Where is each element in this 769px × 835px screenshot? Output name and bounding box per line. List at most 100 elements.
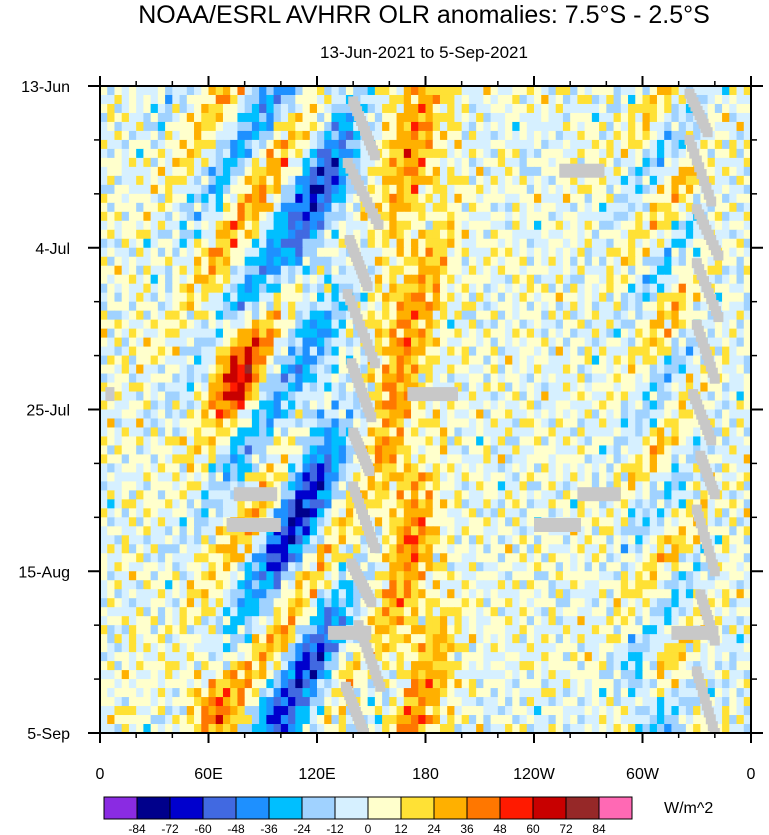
anomaly-cell: [425, 337, 434, 348]
anomaly-cell: [649, 238, 658, 249]
anomaly-cell: [157, 112, 166, 123]
anomaly-cell: [324, 283, 333, 294]
anomaly-cell: [403, 148, 412, 159]
anomaly-cell: [476, 274, 484, 285]
anomaly-cell: [222, 337, 231, 348]
anomaly-cell: [157, 175, 166, 186]
anomaly-cell: [606, 562, 615, 572]
anomaly-cell: [714, 391, 723, 402]
anomaly-cell: [505, 526, 513, 536]
anomaly-cell: [259, 283, 267, 294]
anomaly-cell: [128, 121, 137, 132]
anomaly-cell: [338, 472, 347, 482]
anomaly-cell: [671, 274, 680, 285]
anomaly-cell: [266, 346, 275, 357]
anomaly-cell: [664, 373, 673, 384]
anomaly-cell: [389, 436, 398, 447]
anomaly-cell: [165, 247, 173, 258]
anomaly-cell: [107, 526, 116, 536]
anomaly-cell: [194, 94, 202, 105]
anomaly-cell: [591, 148, 600, 159]
anomaly-cell: [324, 481, 333, 491]
anomaly-cell: [194, 418, 202, 429]
anomaly-cell: [244, 157, 253, 168]
anomaly-cell: [671, 184, 680, 195]
anomaly-cell: [584, 130, 593, 141]
anomaly-cell: [150, 382, 159, 393]
anomaly-cell: [606, 139, 615, 150]
anomaly-cell: [266, 256, 275, 267]
anomaly-cell: [107, 238, 116, 249]
anomaly-cell: [656, 544, 665, 554]
anomaly-cell: [454, 382, 463, 393]
anomaly-cell: [121, 391, 130, 402]
anomaly-cell: [215, 211, 224, 222]
anomaly-cell: [555, 211, 564, 222]
anomaly-cell: [280, 130, 289, 141]
anomaly-cell: [309, 265, 318, 276]
anomaly-cell: [461, 409, 470, 420]
anomaly-cell: [562, 301, 571, 312]
anomaly-cell: [620, 472, 629, 482]
anomaly-cell: [678, 166, 687, 177]
anomaly-cell: [526, 292, 535, 303]
anomaly-cell: [707, 157, 716, 168]
anomaly-cell: [389, 409, 398, 420]
anomaly-cell: [664, 562, 673, 572]
anomaly-cell: [309, 454, 318, 465]
anomaly-cell: [693, 544, 701, 554]
anomaly-cell: [591, 121, 600, 132]
anomaly-cell: [230, 535, 239, 545]
anomaly-cell: [360, 229, 369, 240]
anomaly-cell: [273, 103, 282, 114]
anomaly-cell: [548, 373, 557, 384]
anomaly-cell: [678, 490, 687, 500]
anomaly-cell: [512, 139, 521, 150]
anomaly-cell: [693, 337, 701, 348]
anomaly-cell: [505, 436, 513, 447]
anomaly-cell: [620, 274, 629, 285]
anomaly-cell: [302, 373, 311, 384]
anomaly-cell: [548, 283, 557, 294]
anomaly-cell: [447, 148, 456, 159]
anomaly-cell: [114, 220, 123, 231]
anomaly-cell: [468, 418, 477, 429]
anomaly-cell: [324, 247, 333, 258]
anomaly-cell: [599, 373, 607, 384]
anomaly-cell: [548, 436, 557, 447]
anomaly-cell: [642, 571, 651, 581]
anomaly-cell: [512, 238, 521, 249]
anomaly-cell: [382, 499, 390, 509]
anomaly-cell: [215, 472, 224, 482]
anomaly-cell: [461, 337, 470, 348]
anomaly-cell: [562, 472, 571, 482]
anomaly-cell: [338, 301, 347, 312]
anomaly-cell: [591, 157, 600, 168]
anomaly-cell: [237, 238, 246, 249]
anomaly-cell: [461, 256, 470, 267]
anomaly-cell: [461, 310, 470, 321]
anomaly-cell: [707, 400, 716, 411]
anomaly-cell: [324, 157, 333, 168]
anomaly-cell: [186, 382, 195, 393]
anomaly-cell: [490, 526, 499, 536]
anomaly-cell: [577, 499, 586, 509]
anomaly-cell: [700, 436, 709, 447]
anomaly-cell: [628, 274, 636, 285]
anomaly-cell: [454, 265, 463, 276]
anomaly-cell: [345, 346, 354, 357]
anomaly-cell: [403, 418, 412, 429]
anomaly-cell: [562, 373, 571, 384]
anomaly-cell: [150, 418, 159, 429]
anomaly-cell: [186, 535, 195, 545]
anomaly-cell: [194, 463, 202, 474]
anomaly-cell: [736, 238, 745, 249]
anomaly-cell: [628, 86, 636, 96]
anomaly-cell: [447, 508, 456, 518]
anomaly-cell: [476, 571, 484, 581]
anomaly-cell: [367, 580, 376, 590]
anomaly-cell: [100, 130, 108, 141]
anomaly-cell: [432, 562, 441, 572]
anomaly-cell: [396, 86, 405, 96]
anomaly-cell: [483, 175, 492, 186]
